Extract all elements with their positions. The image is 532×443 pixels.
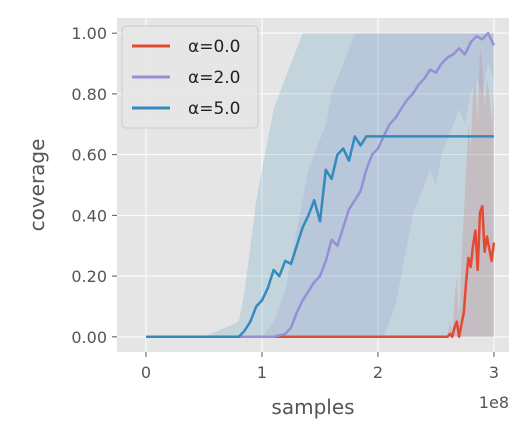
x-tick-label: 0	[141, 363, 151, 382]
x-tick-label: 2	[373, 363, 383, 382]
y-tick-label: 1.00	[71, 24, 107, 43]
series-bands	[146, 33, 494, 337]
x-axis-label: samples	[271, 395, 354, 419]
legend-box	[121, 25, 259, 129]
series-line-2	[146, 135, 494, 339]
y-tick-label: 0.60	[71, 146, 107, 165]
y-tick-label: 0.40	[71, 206, 107, 225]
x-tick-label: 3	[489, 363, 499, 382]
series-line-1	[146, 31, 496, 339]
series-line-0	[146, 205, 496, 339]
y-tick-label: 0.20	[71, 267, 107, 286]
series-band-1	[146, 33, 494, 337]
legend-label-1: α=2.0	[188, 68, 241, 88]
legend-label-2: α=5.0	[188, 99, 241, 119]
x-tick-label: 1	[257, 363, 267, 382]
x-axis-offset-label: 1e8	[479, 393, 509, 412]
y-axis-ticks: 0.00 0.20 0.40 0.60 0.80 1.00	[71, 24, 117, 347]
series-band-2	[146, 33, 494, 337]
y-tick-label: 0.00	[71, 328, 107, 347]
y-tick-label: 0.80	[71, 85, 107, 104]
series-lines	[146, 31, 496, 339]
legend-label-0: α=0.0	[188, 37, 241, 57]
y-axis-label: coverage	[25, 139, 49, 232]
x-axis-ticks: 0 1 2 3	[141, 352, 499, 382]
legend: α=0.0 α=2.0 α=5.0	[121, 25, 259, 129]
